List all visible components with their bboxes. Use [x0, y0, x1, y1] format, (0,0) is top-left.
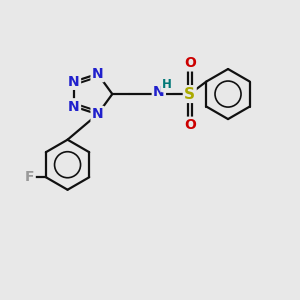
Text: N: N: [92, 107, 103, 121]
Text: O: O: [184, 118, 196, 132]
Text: N: N: [153, 85, 165, 99]
Text: H: H: [162, 78, 172, 91]
Text: S: S: [184, 87, 195, 102]
Text: F: F: [25, 170, 34, 184]
Text: O: O: [184, 56, 196, 70]
Text: N: N: [68, 75, 80, 88]
Text: N: N: [68, 100, 80, 113]
Text: N: N: [92, 67, 103, 81]
